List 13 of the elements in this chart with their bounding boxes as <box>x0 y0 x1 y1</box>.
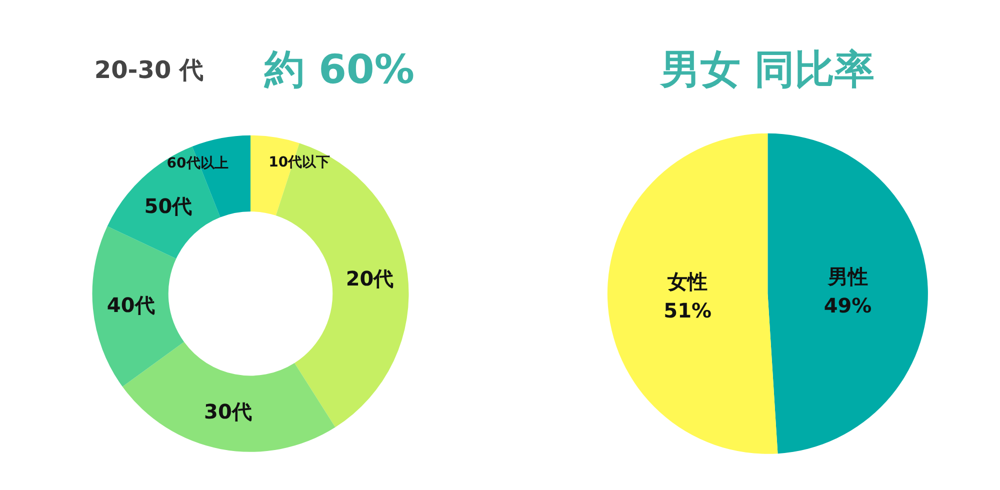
text: 約 60% <box>264 47 414 94</box>
data-label: 51% <box>664 298 712 323</box>
slice-label: 女性 <box>666 270 708 294</box>
slice-label: 男性 <box>826 264 868 289</box>
data-label: 49% <box>824 294 872 318</box>
chart-title: 20-30 代 <box>94 56 204 84</box>
slice-label: 30代 <box>204 400 252 424</box>
slice-label: 20代 <box>346 266 394 291</box>
slice-label: 50代 <box>144 194 192 218</box>
slice-label: 10代以下 <box>268 154 330 171</box>
chart-title: 男女 同比率 <box>660 47 875 94</box>
slice-label: 40代 <box>106 292 155 317</box>
slice-label: 60代以上 <box>166 155 228 172</box>
